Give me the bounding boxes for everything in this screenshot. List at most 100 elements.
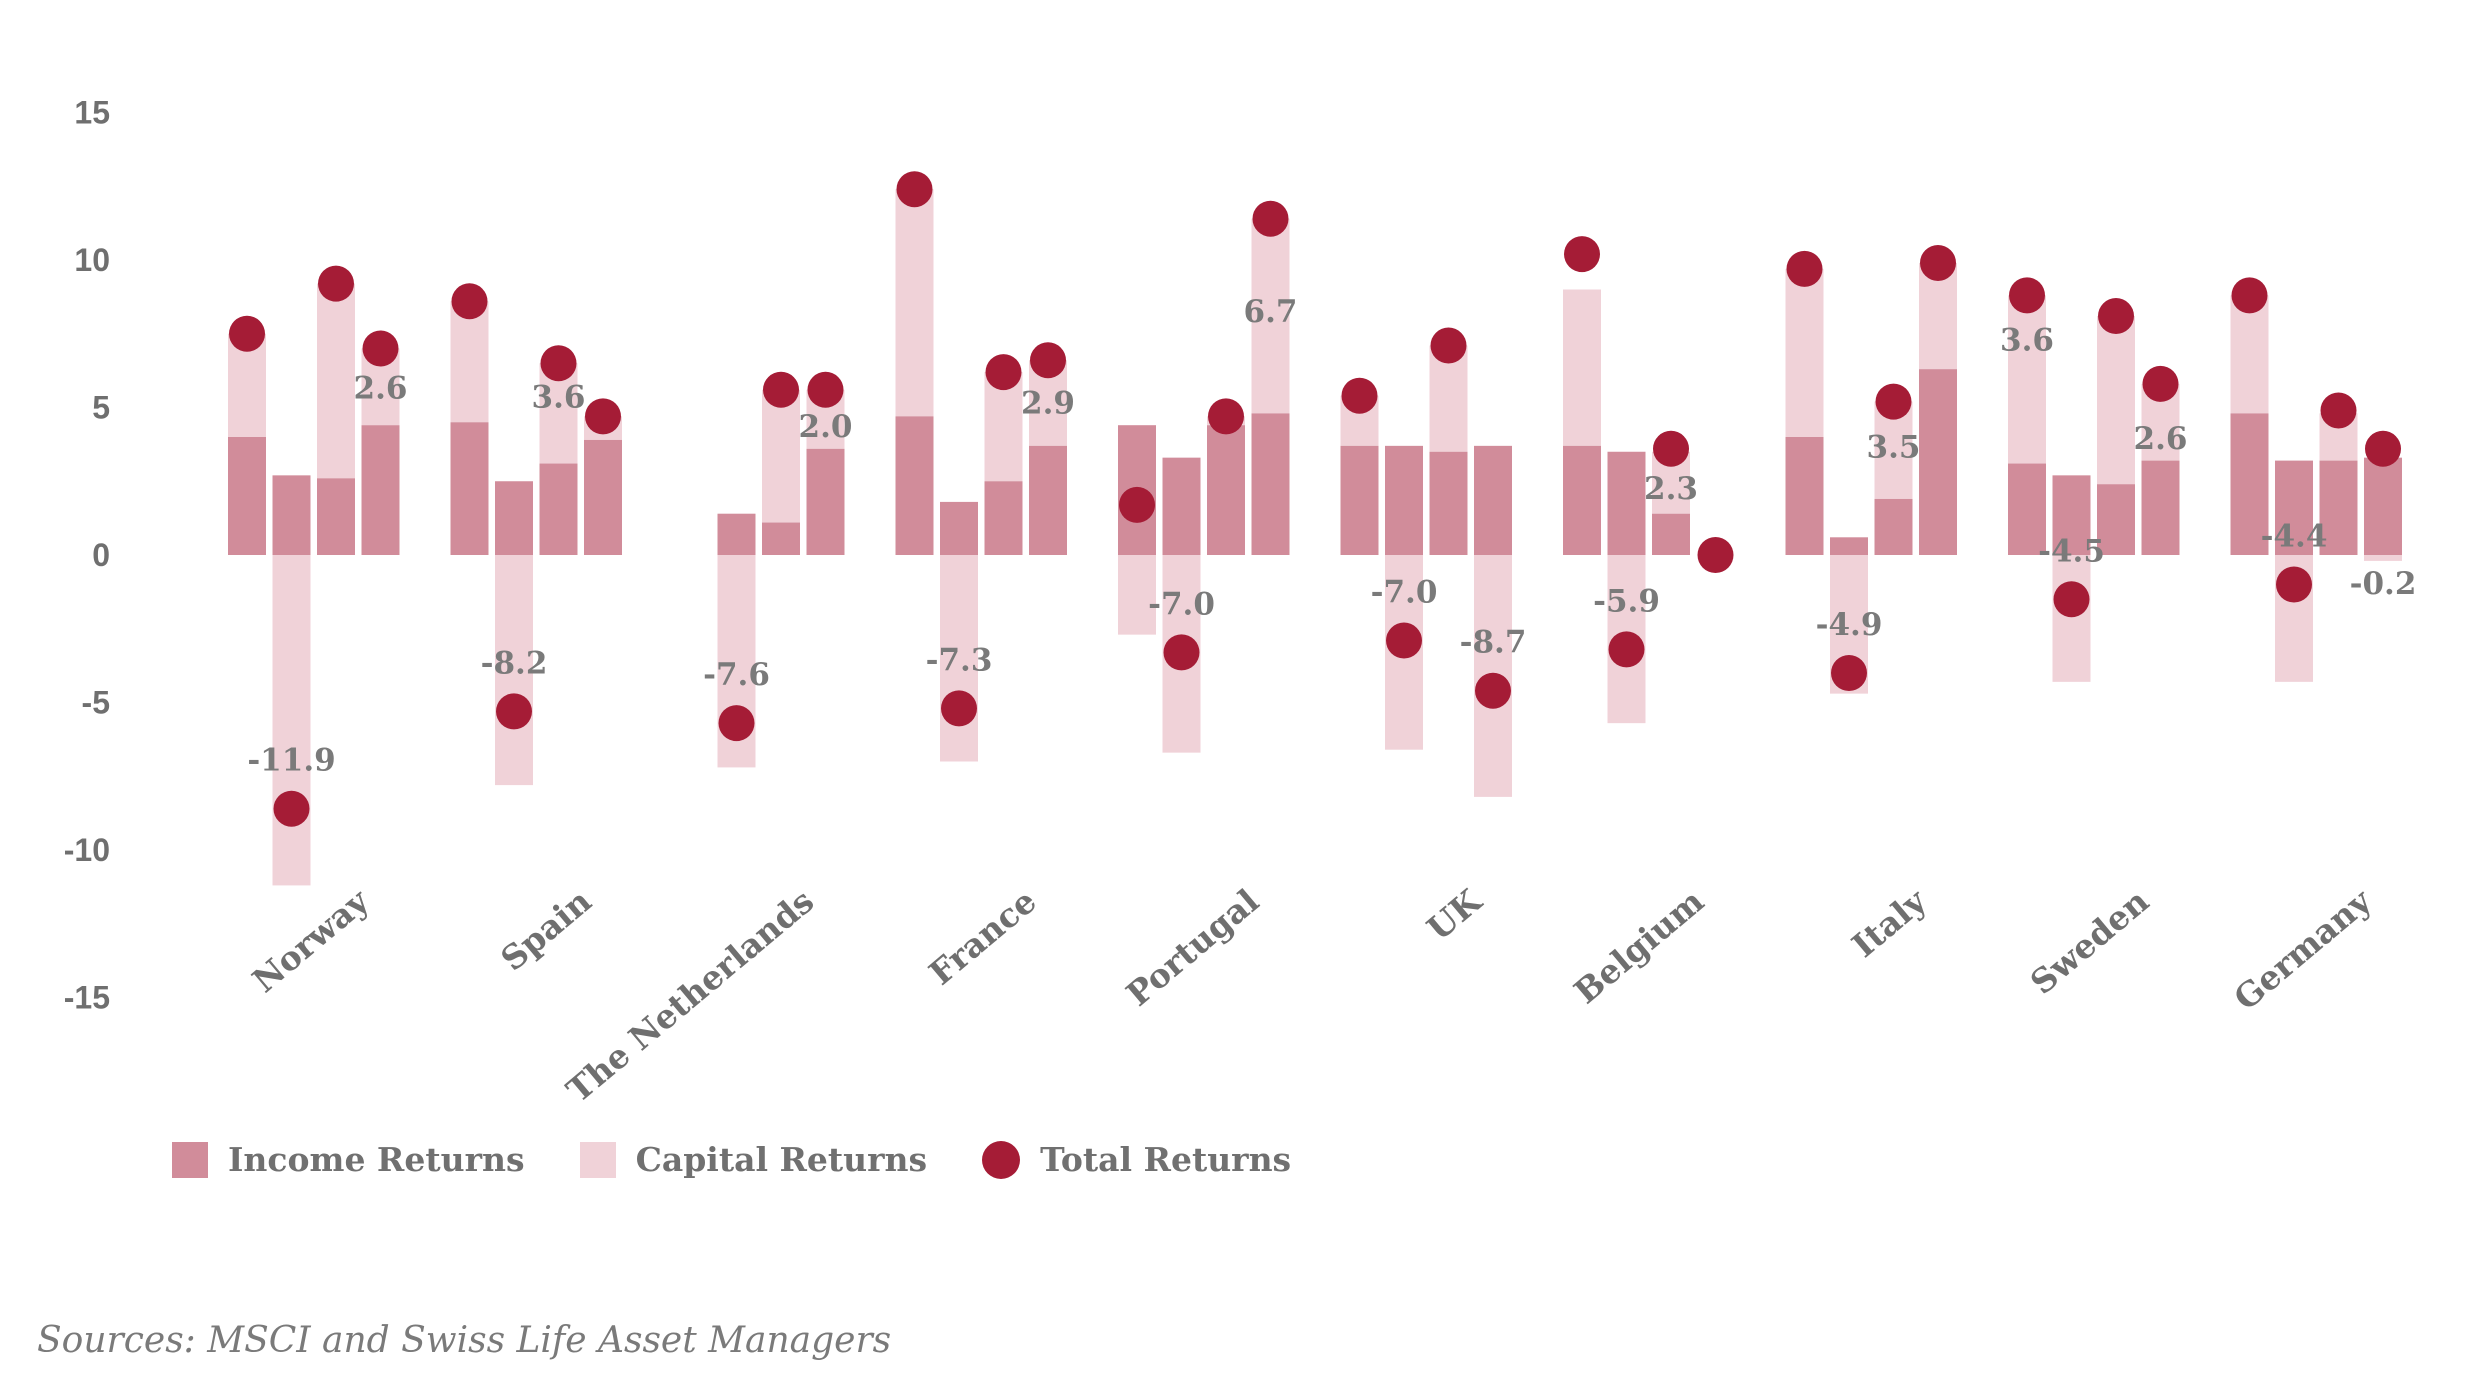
data-label: 2.0 [799,409,853,445]
capital-return-bar [984,372,1023,482]
data-label: 2.9 [1021,385,1075,421]
y-tick-label: -15 [64,980,110,1016]
income-return-bar [1207,425,1245,555]
total-return-dot [1564,236,1600,273]
total-return-dot [896,171,933,208]
legend: Income Returns Capital Returns Total Ret… [172,1140,1346,1179]
income-return-bar [2275,460,2313,555]
total-return-dot [2009,277,2045,314]
income-return-bar [2141,460,2180,555]
capital-return-bar [1563,289,1601,446]
data-label: -8.7 [1460,625,1527,661]
x-tick-label: Sweden [2023,881,2156,1002]
y-tick-label: 5 [92,390,110,426]
data-label: 2.6 [354,371,408,407]
x-tick-label: Germany [2226,881,2379,1018]
total-return-dot [2365,430,2401,467]
total-return-dot [1386,622,1422,659]
data-label: -7.0 [1371,575,1438,611]
total-return-dot [2098,298,2134,335]
capital-return-bar [1118,555,1156,635]
income-return-bar [1563,445,1601,555]
data-label: -0.2 [2350,566,2417,602]
capital-return-bar [940,555,978,762]
total-return-dot [273,790,310,827]
income-return-bar [1385,445,1423,555]
capital-return-bar [495,555,533,786]
capital-return-bar [317,283,355,479]
total-return-dot [1875,383,1912,420]
income-return-bar [2364,457,2402,555]
total-return-dot [1341,377,1378,414]
income-return-bar [1874,498,1913,555]
y-tick-label: -5 [82,685,110,721]
total-return-dot [585,398,621,435]
capital-return-bar [2364,555,2402,561]
income-return-bar [1652,513,1690,555]
total-return-dot [1831,655,1867,691]
data-label: -11.9 [247,743,335,779]
income-return-bar [450,422,489,555]
income-return-bar [2008,463,2046,555]
total-dot-swatch [982,1140,1021,1179]
income-return-bar [539,463,578,555]
total-return-dot [451,283,488,320]
data-label: -7.0 [1148,586,1215,622]
income-return-bar [2052,475,2091,555]
capital-return-bar [2097,316,2135,485]
total-return-dot [1252,200,1289,237]
total-return-dot [2231,277,2268,314]
data-label: -7.6 [703,657,770,693]
data-label: 2.3 [1644,471,1698,507]
income-return-bar [2097,484,2135,555]
total-return-dot [1030,342,1066,379]
total-return-dot [1163,634,1200,671]
x-tick-label: Spain [493,881,598,978]
data-label: 2.6 [2134,421,2188,457]
y-tick-label: 0 [92,537,110,573]
income-return-bar [1830,537,1868,555]
income-return-bar [361,425,400,555]
x-tick-label: Italy [1844,881,1934,965]
total-return-dot [763,371,799,408]
total-return-dot [1475,672,1511,709]
total-return-dot [2320,392,2357,429]
income-return-bar [1919,369,1957,555]
data-label: -4.9 [1816,607,1883,643]
income-return-bar [1785,437,1824,555]
x-tick-label: Norway [245,881,377,1000]
income-return-bar [1429,451,1468,555]
data-label: 3.6 [2000,322,2054,358]
total-return-dot [318,265,354,302]
income-return-bar [1474,445,1512,555]
income-return-bar [2319,460,2358,555]
income-return-bar [806,448,845,555]
total-return-dot [2142,365,2179,402]
income-return-bar [1340,445,1379,555]
total-return-dot [1608,631,1645,668]
total-return-dot [941,690,977,727]
x-tick-label: Belgium [1567,881,1712,1011]
data-label: 3.6 [532,380,586,416]
income-return-bar [2230,413,2269,555]
capital-return-bar [762,389,800,523]
total-return-dot [718,705,755,742]
source-note: Sources: MSCI and Swiss Life Asset Manag… [37,1320,892,1361]
data-label: -4.4 [2261,519,2328,555]
total-return-dot [362,330,399,367]
income-return-bar [717,513,756,555]
total-return-dot [985,354,1022,391]
data-label: -4.5 [2038,533,2105,569]
income-return-bar [495,481,533,555]
income-return-bar [272,475,311,555]
income-return-bar [984,481,1023,555]
legend-label-total: Total Returns [1040,1140,1292,1179]
total-return-dot [540,345,577,382]
total-return-dot [1786,250,1823,287]
data-label: -5.9 [1593,583,1660,619]
total-return-dot [1920,244,1956,281]
capital-swatch [579,1141,616,1178]
capital-return-bar [450,301,489,423]
